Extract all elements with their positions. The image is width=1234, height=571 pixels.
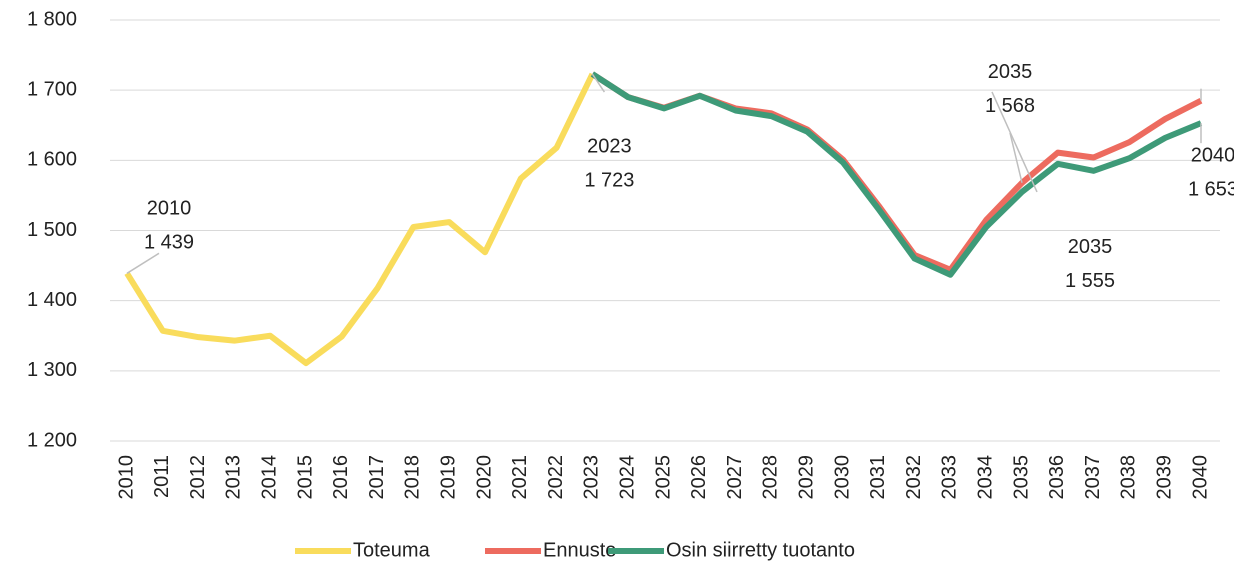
x-tick-label: 2022	[545, 455, 567, 500]
x-tick-label: 2015	[294, 455, 316, 500]
x-tick-label: 2028	[760, 455, 782, 500]
x-tick-label: 2040	[1189, 455, 1211, 500]
x-tick-label: 2032	[903, 455, 925, 500]
data-label-year: 2010	[147, 198, 192, 220]
x-tick-label: 2030	[831, 455, 853, 500]
x-tick-label: 2037	[1082, 455, 1104, 500]
x-tick-label: 2017	[366, 455, 388, 500]
leader-line	[1009, 132, 1023, 183]
leader-line	[126, 252, 160, 274]
legend-label: Ennuste	[543, 539, 616, 561]
x-tick-label: 2020	[473, 455, 495, 500]
x-tick-label: 2035	[1010, 455, 1032, 500]
data-label: 1 723	[584, 169, 634, 191]
x-tick-label: 2014	[258, 455, 280, 500]
y-tick-label: 1 200	[27, 429, 77, 451]
y-tick-label: 1 300	[27, 359, 77, 381]
data-label: 1 439	[144, 232, 194, 254]
x-tick-label: 2031	[867, 455, 889, 500]
x-tick-label: 2038	[1118, 455, 1140, 500]
x-tick-label: 2016	[330, 455, 352, 500]
x-tick-label: 2029	[795, 455, 817, 500]
x-tick-label: 2021	[509, 455, 531, 500]
x-tick-label: 2013	[223, 455, 245, 500]
data-label: 1 555	[1065, 270, 1115, 292]
x-tick-label: 2026	[688, 455, 710, 500]
data-label-year: 2035	[1068, 236, 1113, 258]
data-label: 1 568	[985, 95, 1035, 117]
data-label-year: 2023	[587, 135, 632, 157]
y-tick-label: 1 400	[27, 289, 77, 311]
leader-line	[591, 73, 606, 93]
series-line	[124, 72, 596, 367]
x-tick-label: 2027	[724, 455, 746, 500]
x-tick-label: 2033	[939, 455, 961, 500]
x-tick-label: 2024	[616, 455, 638, 500]
y-tick-label: 1 500	[27, 219, 77, 241]
legend-label: Osin siirretty tuotanto	[666, 539, 855, 561]
data-label: 1 653	[1188, 178, 1234, 200]
series-line	[590, 71, 1203, 278]
leader-line	[991, 91, 1038, 193]
x-tick-label: 2012	[187, 455, 209, 500]
data-label-year: 2035	[988, 61, 1033, 83]
x-tick-label: 2036	[1046, 455, 1068, 500]
x-tick-label: 2034	[974, 455, 996, 500]
y-tick-label: 1 800	[27, 8, 77, 30]
y-tick-label: 1 600	[27, 149, 77, 171]
x-tick-label: 2010	[115, 455, 137, 500]
x-tick-label: 2018	[402, 455, 424, 500]
data-label-year: 2040	[1191, 144, 1234, 166]
x-tick-label: 2039	[1153, 455, 1175, 500]
x-tick-label: 2011	[151, 455, 173, 498]
x-tick-label: 2025	[652, 455, 674, 500]
x-tick-label: 2019	[437, 455, 459, 500]
x-tick-label: 2023	[581, 455, 603, 500]
y-tick-label: 1 700	[27, 78, 77, 100]
legend-label: Toteuma	[353, 539, 431, 561]
